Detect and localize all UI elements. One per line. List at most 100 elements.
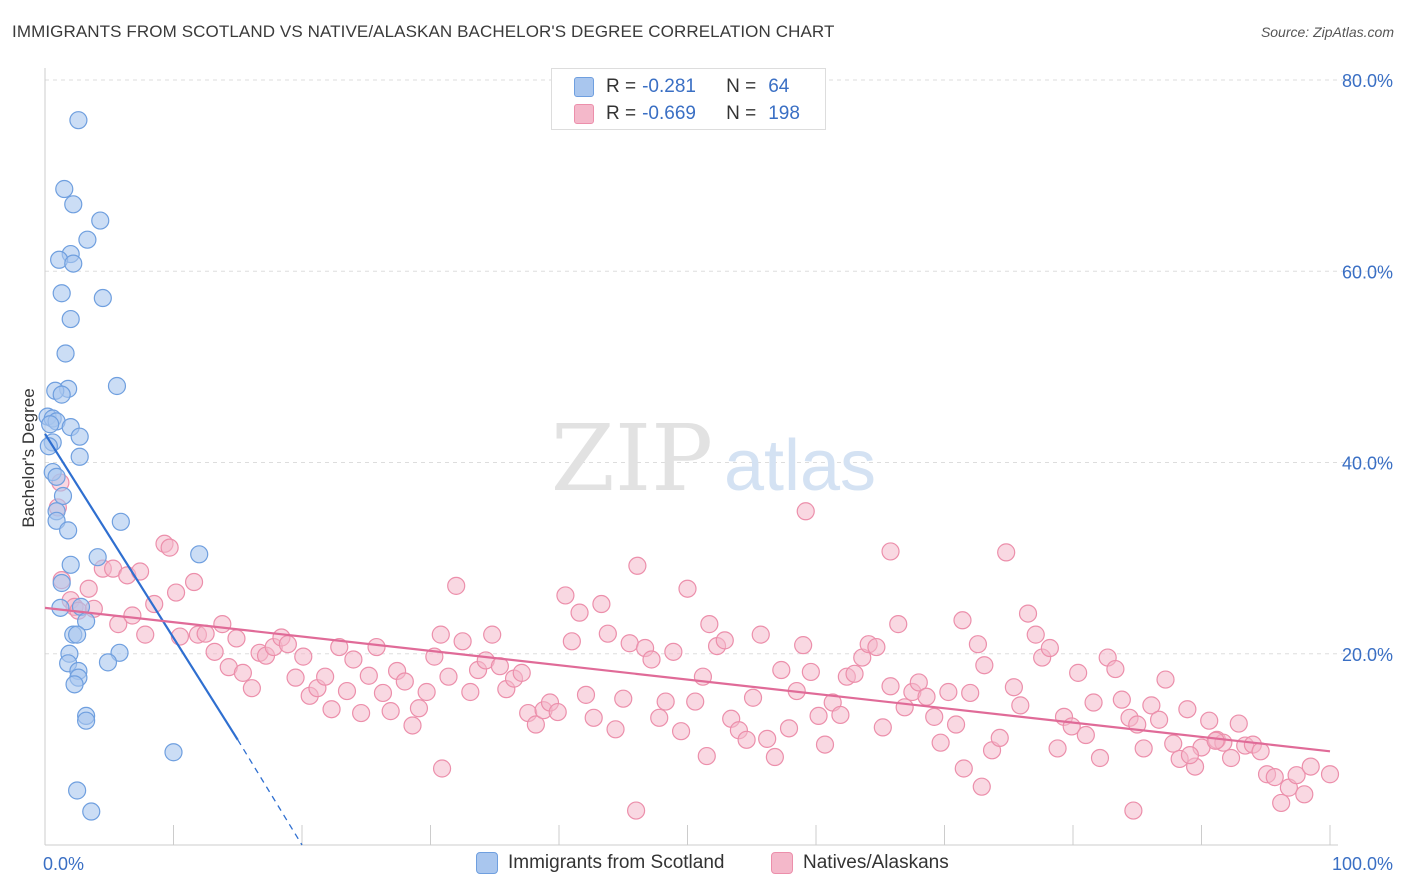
scotland-point [64, 195, 83, 214]
natives-point [278, 635, 297, 654]
natives-point [1076, 725, 1095, 745]
natives-point [1178, 700, 1197, 719]
scotland-point [52, 385, 71, 404]
natives-point [895, 698, 914, 717]
natives-point [1229, 714, 1248, 733]
natives-point [779, 719, 799, 738]
natives-point [931, 733, 950, 752]
natives-point [598, 624, 617, 643]
natives-point [403, 716, 422, 735]
natives-point [606, 720, 625, 739]
chart-title: IMMIGRANTS FROM SCOTLAND VS NATIVE/ALASK… [12, 22, 835, 41]
natives-point [130, 562, 150, 581]
natives-point [664, 642, 683, 661]
stats-row-natives: R = -0.669 N = 198 [574, 102, 800, 126]
trend-lines [44, 433, 1331, 846]
natives-point [562, 632, 581, 651]
legend-label-scotland: Immigrants from Scotland [508, 852, 725, 873]
natives-point [381, 702, 400, 721]
scotland-point [52, 284, 71, 303]
x-tick-label: 100.0% [1332, 854, 1393, 874]
natives-point [483, 625, 502, 644]
natives-point [628, 556, 647, 575]
scotland-point [55, 179, 74, 199]
bottom-legend: Immigrants from Scotland Natives/Alaskan… [0, 850, 1406, 880]
natives-point [1090, 748, 1110, 768]
natives-point [294, 647, 313, 666]
natives-point [205, 642, 224, 661]
source-label: Source: ZipAtlas.com [1260, 24, 1394, 40]
y-tick-label: 60.0% [1342, 262, 1393, 282]
natives-point [650, 708, 669, 727]
natives-point [614, 689, 633, 708]
scotland-point [190, 545, 209, 564]
natives-point [526, 715, 545, 734]
natives-point [873, 718, 892, 737]
natives-point [758, 729, 777, 748]
natives-point [831, 705, 850, 725]
grid-lines [45, 79, 1392, 655]
natives-point [160, 538, 179, 557]
natives-point [359, 666, 378, 685]
natives-point [409, 699, 429, 718]
r-value: -0.281 [642, 76, 696, 97]
natives-point [678, 579, 697, 598]
natives-point [136, 625, 155, 644]
natives-point [794, 636, 813, 655]
natives-point [990, 728, 1009, 748]
n-label: N = [726, 103, 757, 124]
natives-point [344, 650, 363, 669]
natives-point [1295, 785, 1314, 804]
watermark-atlas: atlas [724, 426, 876, 506]
scotland-point [47, 467, 66, 486]
natives-point [79, 579, 98, 598]
natives-point [184, 572, 204, 592]
natives-point [1142, 696, 1161, 715]
natives-point [1124, 801, 1143, 820]
natives-point [737, 730, 756, 749]
natives-point [316, 667, 335, 686]
natives-point [620, 634, 639, 653]
natives-point [972, 777, 991, 796]
natives-point [1149, 710, 1169, 729]
natives-point [213, 615, 232, 634]
r-value: -0.669 [642, 103, 696, 124]
scotland-point [111, 512, 130, 531]
natives-point [395, 672, 414, 691]
scotland-point [56, 344, 75, 363]
natives-point [867, 637, 886, 657]
natives-point [417, 682, 436, 702]
natives-point [968, 635, 988, 654]
natives-point [751, 625, 770, 644]
natives-point [953, 611, 972, 630]
natives-point [337, 681, 357, 701]
n-label: N = [726, 76, 757, 97]
natives-point [1320, 765, 1340, 784]
natives-point [576, 685, 596, 704]
scotland-point [78, 230, 97, 249]
scotland-point [61, 309, 80, 329]
blue-swatch [574, 77, 594, 97]
natives-point [1200, 711, 1219, 730]
natives-point [1301, 757, 1320, 776]
scotland-point [52, 573, 71, 593]
natives-point [917, 687, 936, 706]
natives-point [881, 677, 900, 696]
natives-point [1272, 793, 1291, 813]
natives-point [686, 692, 705, 711]
scotland-point [65, 675, 84, 694]
scotland-trend-line [44, 433, 239, 741]
natives-point [592, 594, 611, 614]
scotland-point [64, 254, 83, 273]
scotland-point [82, 802, 101, 821]
natives-point [845, 664, 864, 683]
scotland-point [70, 427, 89, 446]
natives-point [954, 759, 973, 778]
natives-point [700, 615, 719, 634]
natives-point [227, 629, 246, 648]
natives-point [809, 706, 828, 726]
legend-item-scotland[interactable]: Immigrants from Scotland [476, 852, 724, 874]
legend-item-natives[interactable]: Natives/Alaskans [771, 852, 949, 874]
natives-point [1156, 670, 1175, 689]
